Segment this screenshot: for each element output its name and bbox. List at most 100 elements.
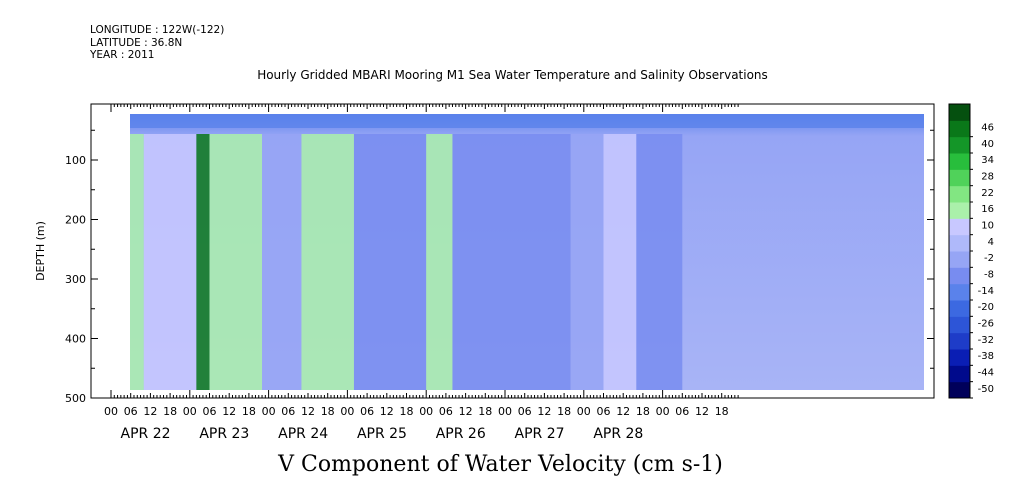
x-date-label: APR 27 <box>515 426 565 442</box>
colorbar-swatch <box>949 185 970 203</box>
heatmap-band <box>603 134 637 390</box>
heatmap-band <box>353 134 427 390</box>
longitude-label: LONGITUDE : 122W(-122) <box>90 24 225 36</box>
x-hour-label: 12 <box>695 405 709 418</box>
chart-title: Hourly Gridded MBARI Mooring M1 Sea Wate… <box>257 68 768 82</box>
x-date-label: APR 26 <box>436 426 486 442</box>
x-hour-label: 06 <box>124 405 138 418</box>
colorbar: -50 -44 -38 -32 -26 -20 -14 -8 -2 4 10 16 22 28 34 40 46 <box>948 103 994 399</box>
year-label: YEAR : 2011 <box>90 49 155 61</box>
x-hour-label: 00 <box>656 405 670 418</box>
colorbar-label: -44 <box>978 368 994 379</box>
colorbar-swatch <box>949 300 970 317</box>
x-hour-label: 18 <box>636 405 650 418</box>
colorbar-swatch <box>949 381 970 399</box>
x-date-label: APR 23 <box>199 426 249 442</box>
colorbar-swatch <box>949 202 970 219</box>
x-hour-label: 12 <box>301 405 315 418</box>
colorbar-swatch <box>949 136 970 154</box>
x-hour-label: 18 <box>400 405 414 418</box>
heatmap-band <box>196 134 210 390</box>
colorbar-label: 10 <box>981 221 994 232</box>
x-hour-label: 18 <box>242 405 256 418</box>
y-tick-label: 100 <box>65 154 86 167</box>
y-tick-label: 200 <box>65 214 86 227</box>
heatmap-band <box>130 134 144 390</box>
x-hour-label: 06 <box>281 405 295 418</box>
colorbar-swatch <box>949 251 970 268</box>
x-hour-label: 18 <box>557 405 571 418</box>
heatmap-band <box>452 134 571 390</box>
colorbar-swatch <box>949 283 970 301</box>
latitude-label: LATITUDE : 36.8N <box>90 36 183 49</box>
x-hour-label: 18 <box>163 405 177 418</box>
x-hour-label: 06 <box>675 405 689 418</box>
variable-label: V Component of Water Velocity (cm s-1) <box>278 452 723 477</box>
colorbar-label: -14 <box>978 286 994 297</box>
colorbar-swatch <box>949 234 970 252</box>
colorbar-label: 22 <box>981 188 994 199</box>
colorbar-label: 4 <box>988 237 994 248</box>
x-hour-label: 06 <box>203 405 217 418</box>
x-date-label: APR 24 <box>278 426 328 442</box>
heatmap-band <box>209 134 263 390</box>
x-hour-label: 12 <box>380 405 394 418</box>
colorbar-swatch <box>949 218 970 236</box>
x-hour-label: 00 <box>577 405 591 418</box>
x-date-label: APR 22 <box>121 426 171 442</box>
x-hour-label: 12 <box>616 405 630 418</box>
x-hour-label: 06 <box>597 405 611 418</box>
colorbar-label: -8 <box>984 270 994 281</box>
y-tick-label: 400 <box>65 333 86 346</box>
x-hour-label: 00 <box>498 405 512 418</box>
x-hour-label: 18 <box>715 405 729 418</box>
heatmap-surface-band <box>130 114 924 128</box>
x-date-label: APR 28 <box>593 426 643 442</box>
colorbar-label: 16 <box>981 204 994 215</box>
colorbar-label: -50 <box>978 384 994 395</box>
colorbar-label: 34 <box>981 155 994 166</box>
x-hour-label: 12 <box>222 405 236 418</box>
x-hour-label: 00 <box>104 405 118 418</box>
x-hour-label: 18 <box>478 405 492 418</box>
colorbar-swatch <box>949 120 970 138</box>
x-hour-label: 06 <box>360 405 374 418</box>
x-hour-label: 00 <box>419 405 433 418</box>
colorbar-label: -32 <box>978 335 994 346</box>
x-hour-label: 12 <box>143 405 157 418</box>
colorbar-swatch <box>949 332 970 350</box>
axes-group: 100 200 300 400 500 DEPTH (m) 00 06 12 18 00 06 12 18… <box>34 104 934 442</box>
colorbar-label: -26 <box>978 319 994 330</box>
x-hour-label: 06 <box>439 405 453 418</box>
x-hour-label: 00 <box>183 405 197 418</box>
x-date-label: APR 25 <box>357 426 407 442</box>
heatmap-band <box>143 134 197 390</box>
x-hour-label: 00 <box>340 405 354 418</box>
heatmap-band <box>426 134 453 390</box>
colorbar-swatch <box>949 104 970 121</box>
heatmap-field <box>130 114 924 390</box>
y-tick-label: 500 <box>65 392 86 405</box>
colorbar-swatch <box>949 267 970 285</box>
colorbar-swatch <box>949 169 970 187</box>
x-hour-label: 12 <box>537 405 551 418</box>
colorbar-label: 46 <box>981 123 994 134</box>
y-axis-label: DEPTH (m) <box>34 221 47 281</box>
colorbar-label: -2 <box>984 253 994 264</box>
y-tick-label: 300 <box>65 273 86 286</box>
x-hour-label: 00 <box>262 405 276 418</box>
colorbar-swatch <box>949 153 970 170</box>
metadata-header: LONGITUDE : 122W(-122) LATITUDE : 36.8N … <box>90 24 224 62</box>
colorbar-label: 28 <box>981 172 994 183</box>
colorbar-label: 40 <box>981 139 994 150</box>
colorbar-swatch <box>949 365 970 383</box>
colorbar-label: -20 <box>978 302 994 313</box>
x-hour-label: 12 <box>459 405 473 418</box>
heatmap-band <box>262 134 302 390</box>
heatmap-band <box>570 134 604 390</box>
colorbar-swatch <box>949 316 970 334</box>
colorbar-swatch <box>949 349 970 366</box>
colorbar-label: -38 <box>978 351 994 362</box>
x-hour-label: 18 <box>321 405 335 418</box>
